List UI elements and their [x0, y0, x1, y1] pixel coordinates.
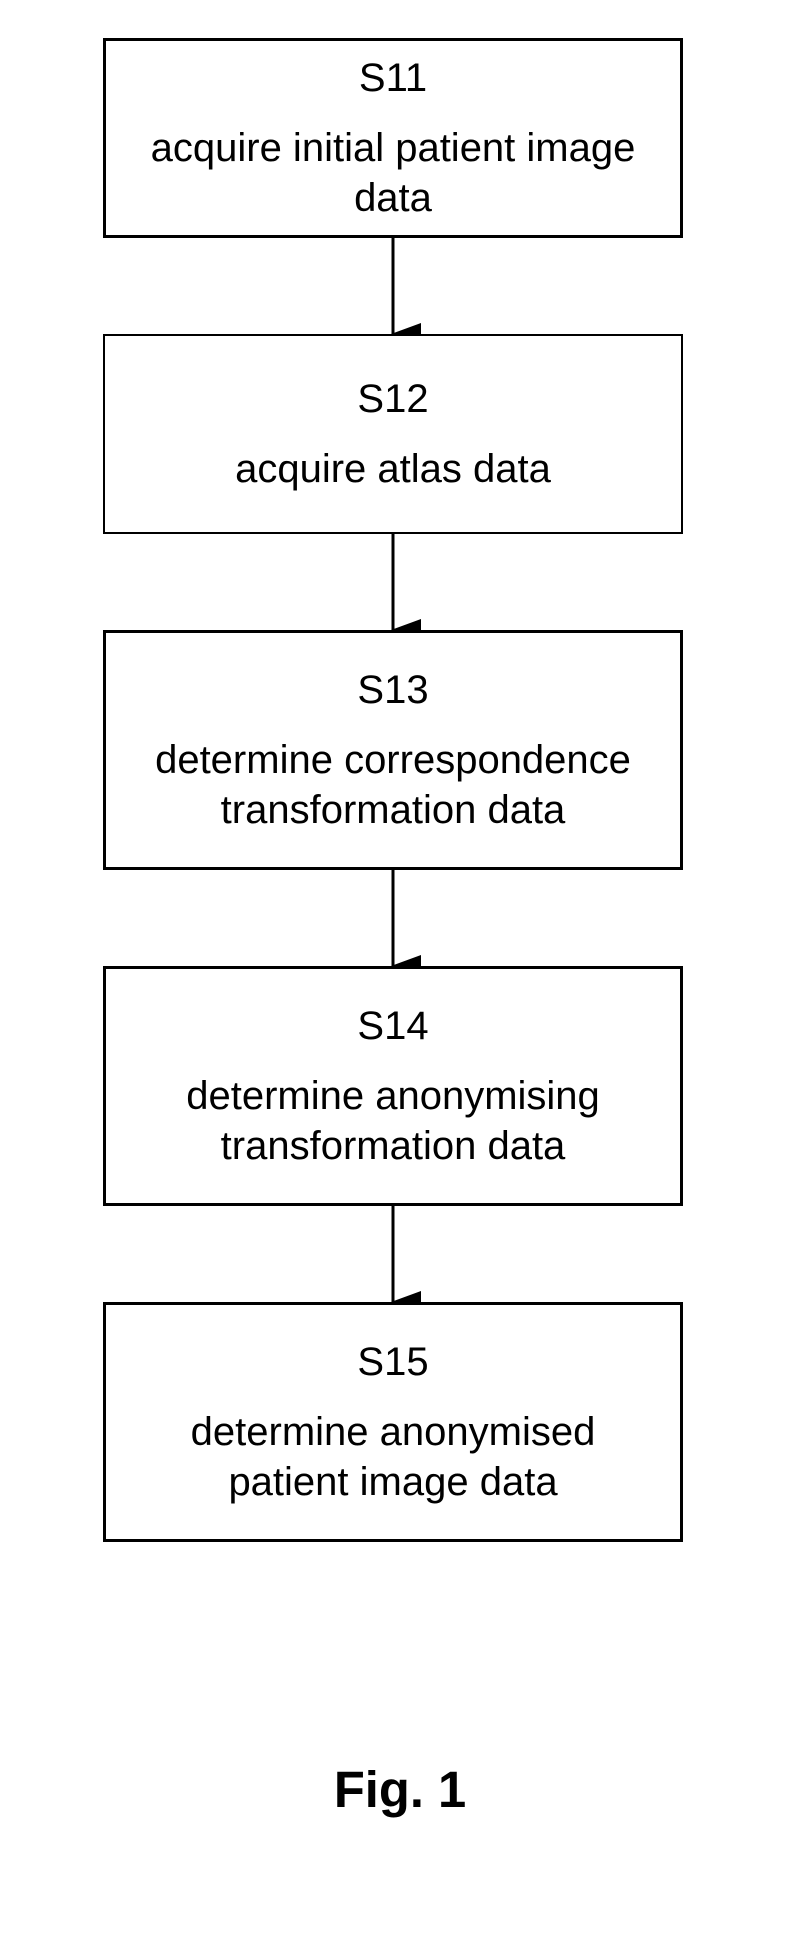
step-id-s13: S13	[357, 665, 428, 715]
figure-caption-text: Fig. 1	[334, 1761, 466, 1818]
step-s14: S14 determine anonymising transformation…	[103, 966, 683, 1206]
step-id-s11: S11	[359, 53, 427, 103]
step-label-s14: determine anonymising transformation dat…	[130, 1071, 656, 1171]
figure-caption: Fig. 1	[300, 1760, 500, 1819]
step-label-s13: determine correspondence transformation …	[130, 735, 656, 835]
step-s13: S13 determine correspondence transformat…	[103, 630, 683, 870]
step-label-s11: acquire initial patient image data	[130, 123, 656, 223]
step-s11: S11 acquire initial patient image data	[103, 38, 683, 238]
step-s15: S15 determine anonymised patient image d…	[103, 1302, 683, 1542]
step-id-s14: S14	[357, 1001, 428, 1051]
step-s12: S12 acquire atlas data	[103, 334, 683, 534]
flowchart-canvas: S11 acquire initial patient image data S…	[0, 0, 807, 1935]
step-label-s12: acquire atlas data	[235, 444, 551, 494]
step-label-s15: determine anonymised patient image data	[130, 1407, 656, 1507]
step-id-s12: S12	[357, 374, 428, 424]
step-id-s15: S15	[357, 1337, 428, 1387]
